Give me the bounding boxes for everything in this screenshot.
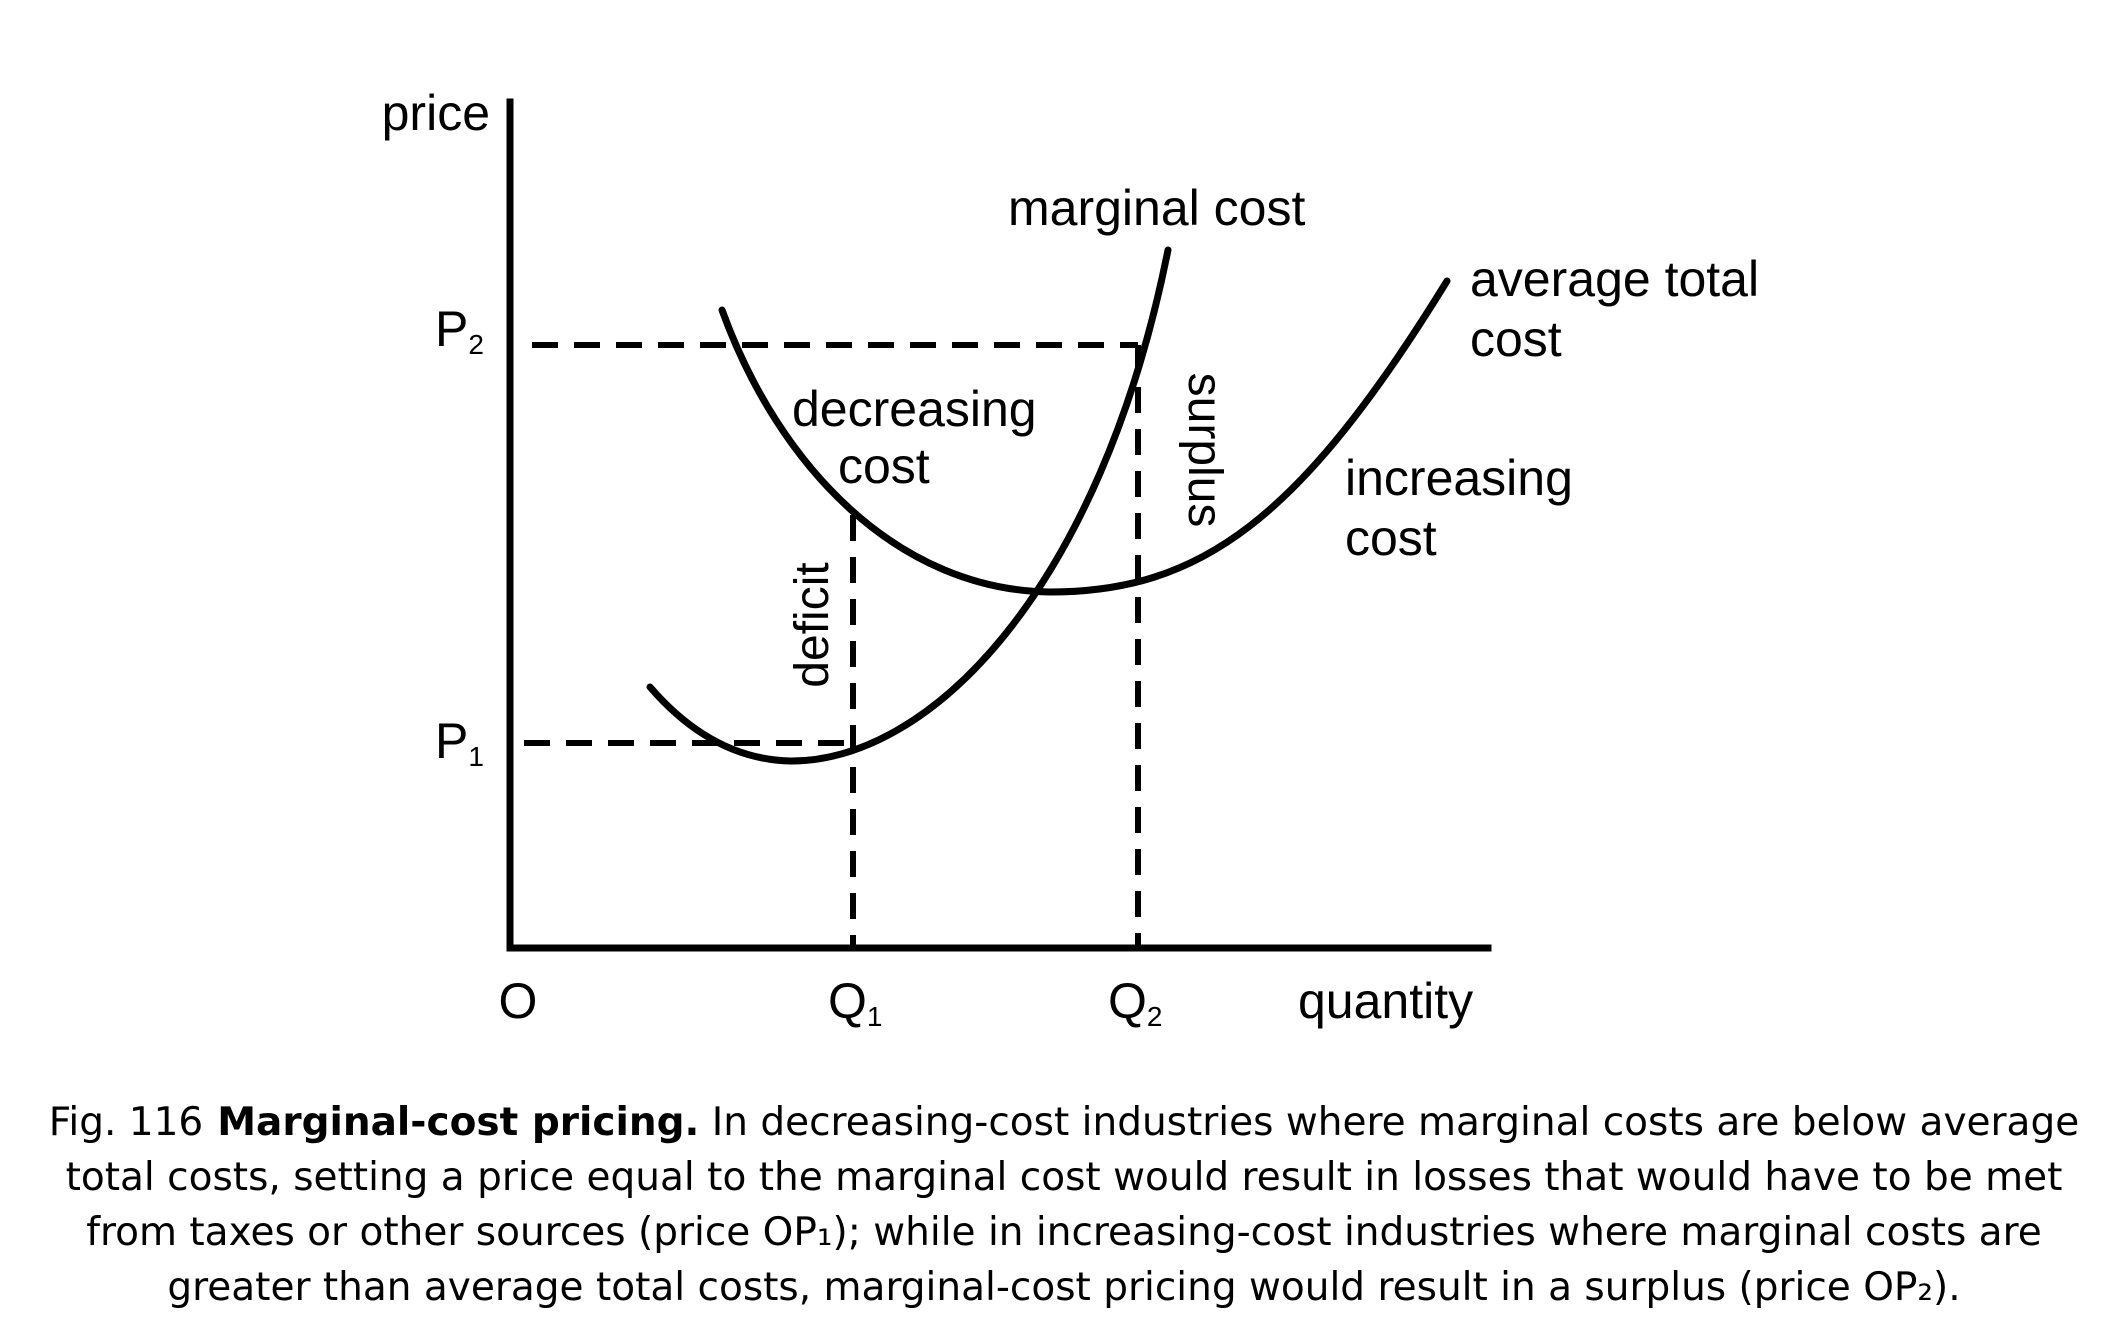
q1-subscript: 1	[867, 1001, 883, 1032]
p2-label: P2	[435, 301, 484, 360]
price-axis-label: price	[382, 85, 490, 141]
p1-base: P	[435, 713, 468, 769]
surplus-label: surplus	[1178, 373, 1231, 528]
q1-label: Q1	[828, 973, 882, 1032]
average-total-cost-curve	[718, 277, 1451, 596]
deficit-label: deficit	[786, 562, 839, 687]
decreasing-cost-label-line2: cost	[838, 438, 930, 494]
diagram-canvas: price quantity O P2 P1 Q1 Q2 marginal co…	[382, 85, 1759, 1032]
decreasing-cost-label-line1: decreasing	[792, 381, 1037, 437]
figure-number: Fig. 116	[48, 1100, 204, 1145]
q2-subscript: 2	[1147, 1001, 1163, 1032]
average-total-cost-label-line2: cost	[1470, 311, 1562, 367]
figure-title: Marginal-cost pricing.	[217, 1100, 700, 1145]
average-total-cost-label-line1: average total	[1470, 251, 1759, 307]
marginal-cost-diagram: price quantity O P2 P1 Q1 Q2 marginal co…	[382, 85, 1759, 1032]
increasing-cost-label-line1: increasing	[1345, 450, 1573, 506]
caption-text: In decreasing-cost industries where marg…	[65, 1100, 2080, 1310]
increasing-cost-label-line2: cost	[1345, 510, 1437, 566]
quantity-axis-label: quantity	[1298, 973, 1473, 1029]
p2-base: P	[435, 301, 468, 357]
q2-label: Q2	[1108, 973, 1162, 1032]
p1-label: P1	[435, 713, 484, 772]
marginal-cost-curve	[646, 246, 1172, 765]
marginal-cost-label: marginal cost	[1008, 180, 1305, 236]
figure-caption: Fig. 116 Marginal-cost pricing. In decrea…	[40, 1095, 2088, 1315]
p1-subscript: 1	[468, 741, 484, 772]
origin-label: O	[499, 973, 538, 1029]
p2-subscript: 2	[468, 329, 484, 360]
q2-base: Q	[1108, 973, 1147, 1029]
q1-base: Q	[828, 973, 867, 1029]
